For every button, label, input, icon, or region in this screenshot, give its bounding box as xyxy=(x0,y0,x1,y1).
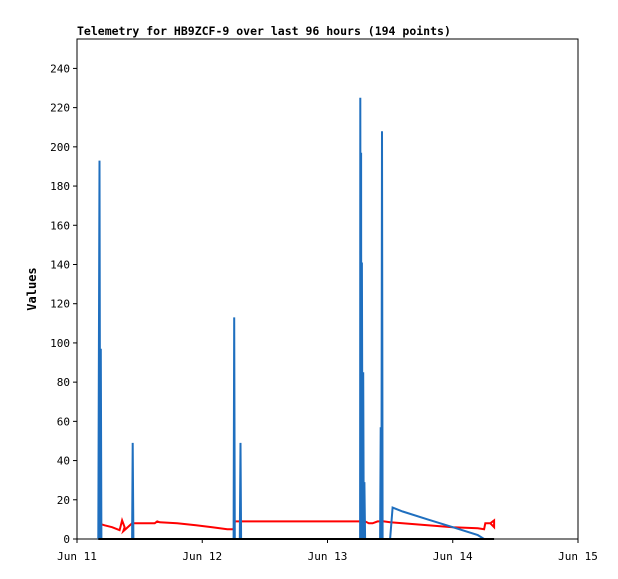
series-group xyxy=(97,97,496,540)
x-tick-label: Jun 11 xyxy=(57,550,97,563)
y-tick-label: 180 xyxy=(50,180,70,193)
y-tick-label: 140 xyxy=(50,258,70,271)
plot-frame xyxy=(76,38,579,540)
x-tick-label: Jun 15 xyxy=(558,550,598,563)
y-tick-label: 60 xyxy=(57,415,70,428)
chart-title: Telemetry for HB9ZCF-9 over last 96 hour… xyxy=(77,24,451,38)
series-2-line xyxy=(97,97,491,540)
y-tick-label: 200 xyxy=(50,141,70,154)
y-axis: 0 20 40 60 80 100 120 140 160 180 200 220 240 xyxy=(50,62,77,546)
y-tick-label: 160 xyxy=(50,219,70,232)
y-tick-label: 240 xyxy=(50,62,70,75)
y-tick-label: 40 xyxy=(57,455,70,468)
y-tick-label: 220 xyxy=(50,102,70,115)
series-1-line xyxy=(97,517,496,535)
y-tick-label: 120 xyxy=(50,298,70,311)
y-tick-label: 80 xyxy=(57,376,70,389)
y-tick-label: 0 xyxy=(63,533,70,546)
y-tick-label: 20 xyxy=(57,494,70,507)
x-tick-label: Jun 13 xyxy=(308,550,348,563)
x-tick-label: Jun 14 xyxy=(433,550,473,563)
x-axis: Jun 11 Jun 12 Jun 13 Jun 14 Jun 15 xyxy=(57,539,598,563)
y-axis-label: Values xyxy=(25,267,39,310)
y-tick-label: 100 xyxy=(50,337,70,350)
x-tick-label: Jun 12 xyxy=(182,550,222,563)
